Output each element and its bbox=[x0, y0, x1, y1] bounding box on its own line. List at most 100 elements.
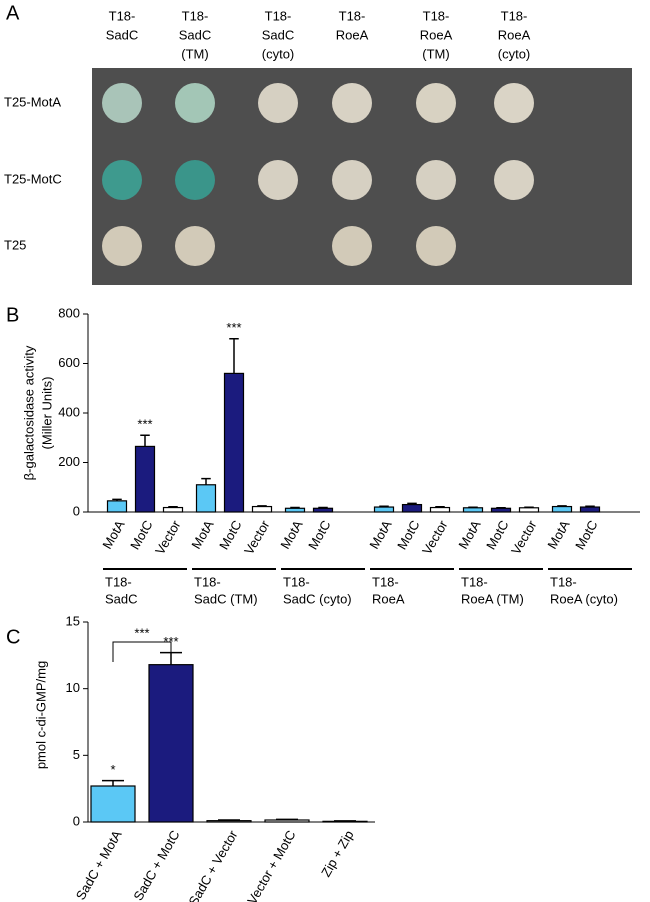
y-tick-label: 200 bbox=[58, 454, 80, 469]
y-tick-label: 15 bbox=[66, 613, 80, 628]
x-tick-label: Vector bbox=[152, 517, 184, 557]
colony-spot bbox=[332, 83, 372, 123]
colony-spot bbox=[416, 83, 456, 123]
x-tick-label: MotA bbox=[99, 517, 127, 551]
group-label: T18- bbox=[194, 574, 221, 589]
column-label: (TM) bbox=[422, 46, 449, 61]
group-label: T18- bbox=[105, 574, 132, 589]
group-label: RoeA bbox=[372, 591, 405, 606]
column-label: T18- bbox=[423, 8, 450, 23]
group-label: T18- bbox=[550, 574, 577, 589]
colony-spot bbox=[175, 83, 215, 123]
error-bar bbox=[557, 505, 567, 507]
group-label: RoeA (cyto) bbox=[550, 591, 618, 606]
group-label: SadC (cyto) bbox=[283, 591, 352, 606]
group-label: RoeA (TM) bbox=[461, 591, 524, 606]
x-tick-label: Vector bbox=[508, 517, 540, 557]
x-tick-label: SadC + MotC bbox=[130, 828, 182, 902]
y-tick-label: 10 bbox=[66, 680, 80, 695]
x-tick-label: Vector bbox=[241, 517, 273, 557]
colony-spot bbox=[416, 226, 456, 266]
x-tick-label: MotA bbox=[455, 517, 483, 551]
significance: *** bbox=[226, 320, 241, 335]
bar bbox=[518, 507, 540, 513]
error-bar bbox=[276, 818, 298, 821]
bar bbox=[106, 500, 128, 513]
significance: * bbox=[110, 762, 115, 777]
bar bbox=[134, 445, 156, 513]
bar bbox=[284, 507, 306, 513]
significance: *** bbox=[137, 417, 152, 432]
x-tick-label: SadC + MotA bbox=[73, 827, 125, 902]
colony-spot bbox=[175, 160, 215, 200]
y-tick-label: 0 bbox=[73, 813, 80, 828]
error-bar bbox=[257, 505, 267, 507]
column-label: SadC bbox=[262, 27, 295, 42]
bar bbox=[223, 372, 245, 513]
column-label: SadC bbox=[179, 27, 212, 42]
x-tick-label: MotA bbox=[366, 517, 394, 551]
x-tick-label: MotC bbox=[127, 518, 156, 552]
comparison-bracket bbox=[112, 641, 172, 662]
column-label: SadC bbox=[106, 27, 139, 42]
colony-spot bbox=[102, 160, 142, 200]
error-bar bbox=[218, 819, 240, 821]
bar bbox=[551, 505, 573, 513]
column-label: RoeA bbox=[420, 27, 453, 42]
x-tick-label: Zip + Zip bbox=[318, 828, 356, 880]
comparison-label: *** bbox=[134, 625, 149, 640]
error-bar bbox=[229, 338, 239, 374]
group-label: SadC (TM) bbox=[194, 591, 258, 606]
bar bbox=[206, 820, 252, 823]
column-label: T18- bbox=[182, 8, 209, 23]
x-tick-label: MotC bbox=[305, 518, 334, 552]
error-bar bbox=[140, 434, 150, 447]
bar bbox=[264, 819, 310, 823]
bar bbox=[429, 506, 451, 513]
bar bbox=[490, 507, 512, 513]
column-label: T18- bbox=[109, 8, 136, 23]
error-bar bbox=[407, 502, 417, 505]
y-tick-label: 0 bbox=[73, 503, 80, 518]
group-label: T18- bbox=[461, 574, 488, 589]
error-bar bbox=[102, 779, 124, 786]
error-bar bbox=[435, 506, 445, 508]
x-tick-label: MotC bbox=[394, 518, 423, 552]
row-label: T25-MotC bbox=[4, 171, 62, 186]
bar bbox=[148, 664, 194, 823]
panel-label: C bbox=[6, 626, 20, 648]
column-label: (cyto) bbox=[498, 46, 531, 61]
y-axis-label: (Miller Units) bbox=[39, 377, 54, 450]
colony-spot bbox=[102, 83, 142, 123]
colony-spot bbox=[494, 83, 534, 123]
x-tick-label: MotC bbox=[216, 518, 245, 552]
y-tick-label: 5 bbox=[73, 747, 80, 762]
colony-spot bbox=[258, 160, 298, 200]
column-label: T18- bbox=[339, 8, 366, 23]
colony-spot bbox=[258, 83, 298, 123]
error-bar bbox=[112, 498, 122, 501]
x-tick-label: MotC bbox=[572, 518, 601, 552]
x-tick-label: Vector bbox=[419, 517, 451, 557]
row-label: T25-MotA bbox=[4, 94, 61, 109]
colony-spot bbox=[102, 226, 142, 266]
error-bar bbox=[318, 506, 328, 509]
group-label: T18- bbox=[372, 574, 399, 589]
y-tick-label: 600 bbox=[58, 355, 80, 370]
y-tick-label: 400 bbox=[58, 404, 80, 419]
x-tick-label: MotA bbox=[277, 517, 305, 551]
x-tick-label: Vector + MotC bbox=[244, 828, 298, 902]
column-label: (TM) bbox=[181, 46, 208, 61]
bar bbox=[579, 506, 601, 513]
error-bar bbox=[379, 505, 389, 508]
colony-spot bbox=[416, 160, 456, 200]
x-tick-label: SadC + Vector bbox=[185, 827, 240, 902]
y-axis-label: β-galactosidase activity bbox=[21, 345, 36, 480]
group-label: SadC bbox=[105, 591, 138, 606]
bar bbox=[90, 785, 136, 823]
colony-spot bbox=[494, 160, 534, 200]
y-tick-label: 800 bbox=[58, 305, 80, 320]
bar bbox=[162, 506, 184, 513]
bar bbox=[462, 507, 484, 513]
